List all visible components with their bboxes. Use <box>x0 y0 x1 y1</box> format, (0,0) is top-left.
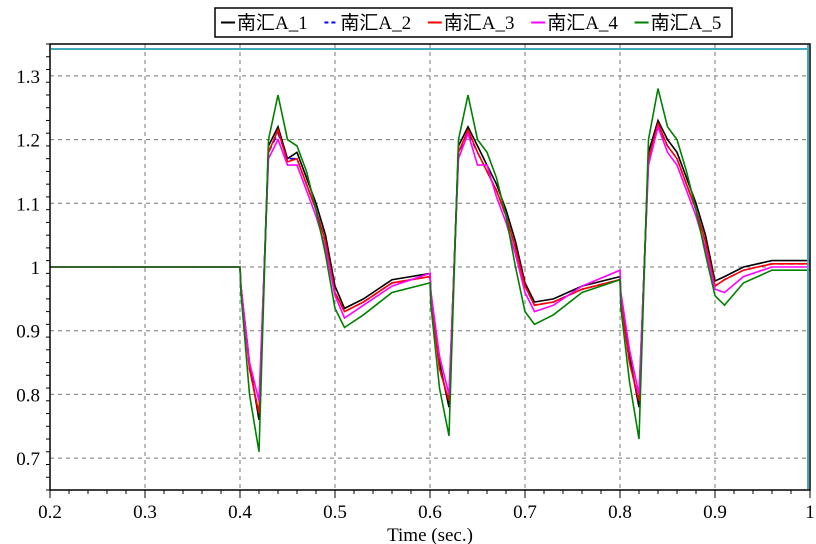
series-layer <box>50 88 810 452</box>
y-tick-label: 0.8 <box>16 385 40 406</box>
x-tick-label: 0.8 <box>608 502 632 523</box>
legend-label: 南汇A_2 <box>340 12 411 34</box>
legend-label: 南汇A_1 <box>237 12 308 34</box>
y-tick-label: 0.7 <box>16 449 40 470</box>
series-line-5 <box>50 88 810 452</box>
series-line-4 <box>50 124 810 401</box>
legend: 南汇A_1 南汇A_2 南汇A_3 南汇A_4 南汇A_5 <box>214 7 733 38</box>
x-tick-label: 0.4 <box>228 502 252 523</box>
x-tick-label: 0.7 <box>513 502 537 523</box>
y-tick-label: 0.9 <box>16 322 40 343</box>
x-tick-label: 0.9 <box>703 502 727 523</box>
y-axis: 0.7 0.8 0.9 1 1.1 1.2 1.3 <box>16 43 50 491</box>
x-axis: 0.2 0.3 0.4 0.5 0.6 0.7 0.8 0.9 1 <box>38 490 815 523</box>
legend-label: 南汇A_3 <box>444 12 515 34</box>
series-line-3 <box>50 121 810 414</box>
grid <box>50 44 810 490</box>
x-tick-label: 0.6 <box>418 502 442 523</box>
legend-label: 南汇A_5 <box>651 12 722 34</box>
y-tick-label: 1.2 <box>16 131 40 152</box>
y-tick-label: 1.3 <box>16 67 40 88</box>
y-tick-label: 1.1 <box>16 194 40 215</box>
x-tick-label: 0.2 <box>38 502 62 523</box>
x-axis-title: Time (sec.) <box>387 525 473 544</box>
x-tick-label: 0.5 <box>323 502 347 523</box>
y-tick-label: 1 <box>31 258 41 279</box>
x-tick-label: 1 <box>805 502 815 523</box>
x-tick-label: 0.3 <box>133 502 157 523</box>
legend-label: 南汇A_4 <box>547 12 618 34</box>
legend-box <box>214 7 733 38</box>
